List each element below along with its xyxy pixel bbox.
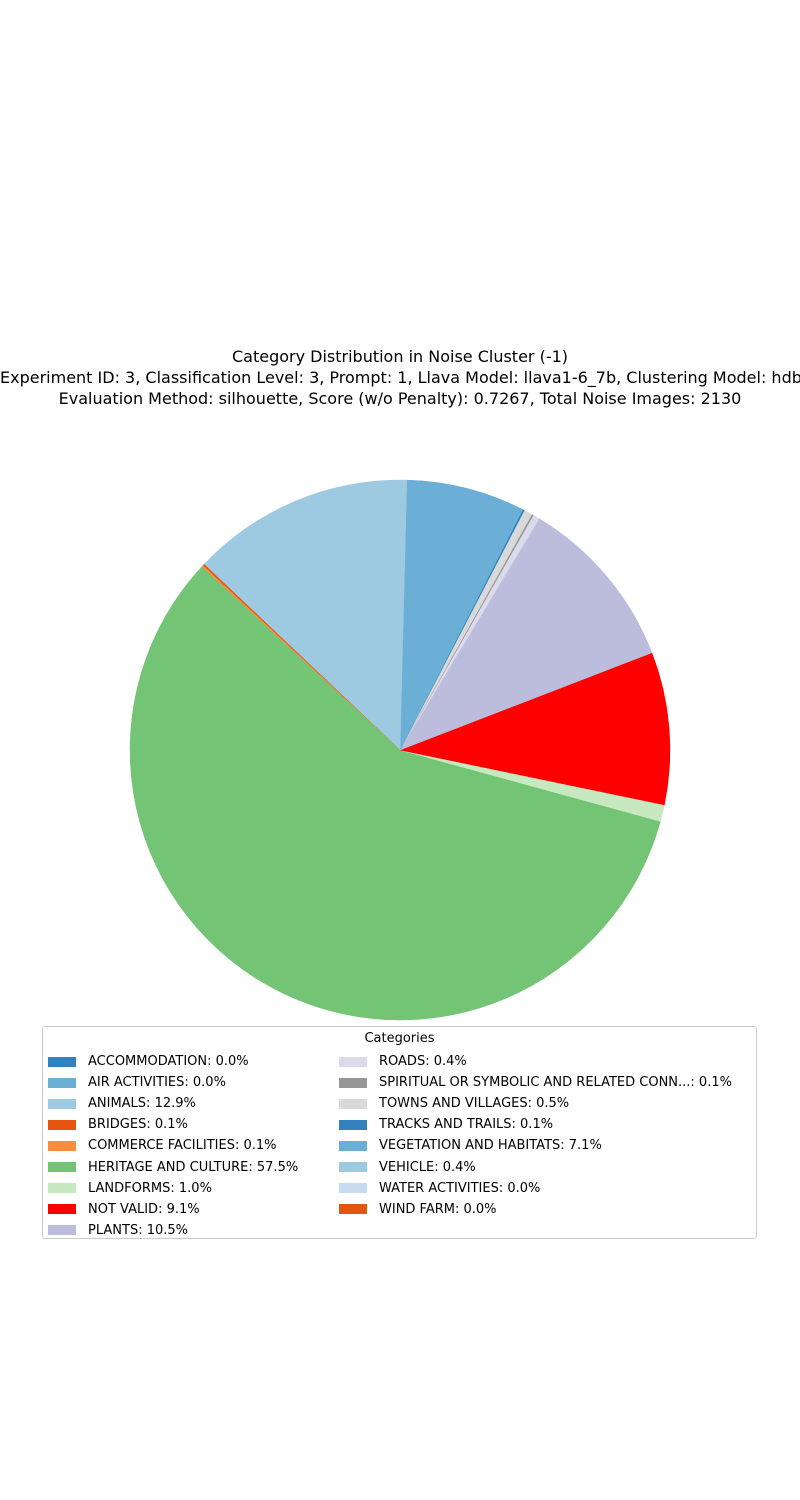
legend-swatch	[48, 1056, 76, 1067]
legend-item: WATER ACTIVITIES: 0.0%	[339, 1178, 732, 1199]
legend-label: VEHICLE: 0.4%	[379, 1159, 476, 1175]
legend-swatch	[48, 1098, 76, 1109]
legend-item: ACCOMMODATION: 0.0%	[48, 1051, 298, 1072]
legend-item: LANDFORMS: 1.0%	[48, 1178, 298, 1199]
legend-swatch	[48, 1077, 76, 1088]
legend-label: ROADS: 0.4%	[379, 1054, 467, 1070]
legend-swatch	[339, 1183, 367, 1194]
legend-column-1: ACCOMMODATION: 0.0% AIR ACTIVITIES: 0.0% A…	[48, 1051, 298, 1241]
legend-item: AIR ACTIVITIES: 0.0%	[48, 1072, 298, 1093]
legend-swatch	[339, 1098, 367, 1109]
legend-item: COMMERCE FACILITIES: 0.1%	[48, 1135, 298, 1156]
pie-slice-14	[399, 479, 408, 751]
pie-slice-7	[399, 652, 671, 806]
legend-swatch	[339, 1077, 367, 1088]
legend-item: BRIDGES: 0.1%	[48, 1114, 298, 1135]
legend-label: TOWNS AND VILLAGES: 0.5%	[379, 1096, 570, 1112]
pie-slices	[129, 479, 671, 1021]
legend-swatch	[339, 1140, 367, 1151]
legend-item: VEHICLE: 0.4%	[339, 1156, 732, 1177]
legend-label: HERITAGE AND CULTURE: 57.5%	[88, 1159, 299, 1175]
legend-item: NOT VALID: 9.1%	[48, 1199, 298, 1220]
legend-label: LANDFORMS: 1.0%	[88, 1180, 212, 1196]
legend-item: ANIMALS: 12.9%	[48, 1093, 298, 1114]
chart-subtitle-line-1: Experiment ID: 3, Classification Level: …	[0, 368, 800, 387]
legend: Categories ACCOMMODATION: 0.0% AIR ACTIVI…	[42, 1026, 757, 1239]
legend-label: WATER ACTIVITIES: 0.0%	[379, 1180, 541, 1196]
chart-title: Category Distribution in Noise Cluster (…	[231, 347, 569, 366]
legend-swatch	[48, 1225, 76, 1236]
legend-swatch	[339, 1119, 367, 1130]
legend-label: ACCOMMODATION: 0.0%	[88, 1054, 249, 1070]
legend-title: Categories	[364, 1031, 435, 1046]
legend-swatch	[339, 1162, 367, 1173]
legend-label: NOT VALID: 9.1%	[88, 1201, 200, 1217]
legend-swatch	[48, 1204, 76, 1215]
pie-slice-8	[399, 518, 653, 751]
legend-label: PLANTS: 10.5%	[88, 1222, 189, 1238]
legend-label: BRIDGES: 0.1%	[88, 1117, 188, 1133]
legend-label: TRACKS AND TRAILS: 0.1%	[379, 1117, 554, 1133]
pie-slice-2	[203, 479, 401, 751]
legend-item: VEGETATION AND HABITATS: 7.1%	[339, 1135, 732, 1156]
legend-item: SPIRITUAL OR SYMBOLIC AND RELATED CONN..…	[339, 1072, 732, 1093]
pie-slice-5	[129, 566, 661, 1021]
legend-label: AIR ACTIVITIES: 0.0%	[88, 1075, 226, 1091]
legend-label: ANIMALS: 12.9%	[88, 1096, 196, 1112]
chart-title-block: Category Distribution in Noise Cluster (…	[0, 346, 800, 409]
legend-swatch	[48, 1183, 76, 1194]
chart-subtitle-line-2: Evaluation Method: silhouette, Score (w/…	[58, 389, 742, 408]
legend-label: VEGETATION AND HABITATS: 7.1%	[379, 1138, 602, 1154]
legend-swatch	[339, 1056, 367, 1067]
pie-slice-13	[399, 479, 524, 751]
legend-label: COMMERCE FACILITIES: 0.1%	[88, 1138, 277, 1154]
legend-item: PLANTS: 10.5%	[48, 1220, 298, 1241]
legend-swatch	[48, 1162, 76, 1173]
legend-swatch	[48, 1119, 76, 1130]
legend-label: WIND FARM: 0.0%	[379, 1201, 497, 1217]
legend-swatch	[48, 1140, 76, 1151]
legend-column-2: ROADS: 0.4% SPIRITUAL OR SYMBOLIC AND REL…	[339, 1051, 732, 1220]
legend-item: ROADS: 0.4%	[339, 1051, 732, 1072]
legend-swatch	[339, 1204, 367, 1215]
legend-item: WIND FARM: 0.0%	[339, 1199, 732, 1220]
legend-label: SPIRITUAL OR SYMBOLIC AND RELATED CONN..…	[379, 1075, 732, 1091]
legend-item: TRACKS AND TRAILS: 0.1%	[339, 1114, 732, 1135]
legend-item: TOWNS AND VILLAGES: 0.5%	[339, 1093, 732, 1114]
legend-item: HERITAGE AND CULTURE: 57.5%	[48, 1156, 298, 1177]
